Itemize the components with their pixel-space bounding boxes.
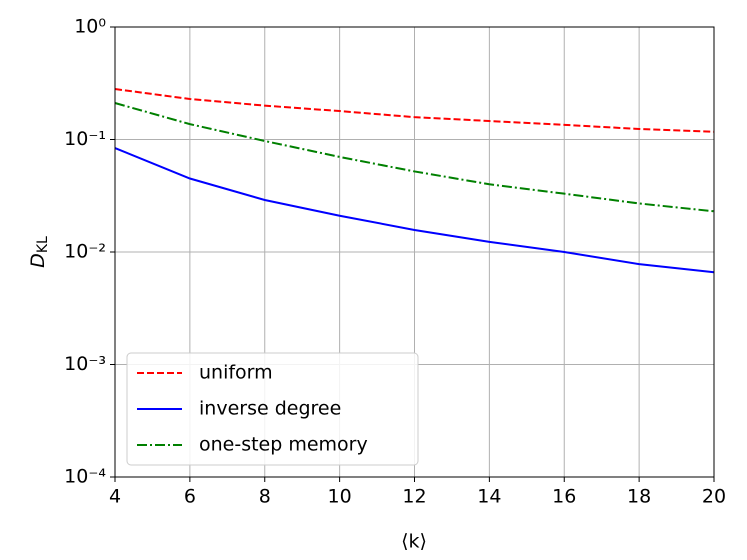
x-tick-label: 10 (328, 486, 352, 508)
y-tick-label: 10⁻³ (64, 353, 106, 375)
y-tick-label: 10⁻¹ (64, 128, 106, 150)
y-tick-label: 10⁻⁴ (64, 466, 106, 488)
y-axis-label: DKL (27, 236, 52, 268)
legend-box (126, 352, 419, 466)
x-tick-label: 18 (627, 486, 651, 508)
x-tick-label: 20 (702, 486, 726, 508)
x-tick-label: 16 (552, 486, 576, 508)
y-tick-label: 10⁻² (64, 241, 106, 263)
x-tick-label: 12 (402, 486, 426, 508)
y-axis-label-sub: KL (35, 236, 51, 253)
y-axis-label-main: D (27, 253, 49, 268)
x-tick-label: 6 (184, 486, 196, 508)
legend-label: inverse degree (199, 398, 341, 420)
y-tick-label: 10⁰ (74, 16, 106, 38)
legend-label: one-step memory (199, 434, 368, 456)
x-tick-label: 14 (477, 486, 501, 508)
plot-frame (114, 26, 715, 478)
series-line (114, 88, 715, 133)
x-tick-label: 8 (259, 486, 271, 508)
x-tick-label: 4 (109, 486, 121, 508)
series-line (114, 147, 715, 274)
x-axis-label: ⟨k⟩ (401, 531, 427, 553)
series-line (114, 102, 715, 213)
legend-label: uniform (199, 362, 273, 384)
